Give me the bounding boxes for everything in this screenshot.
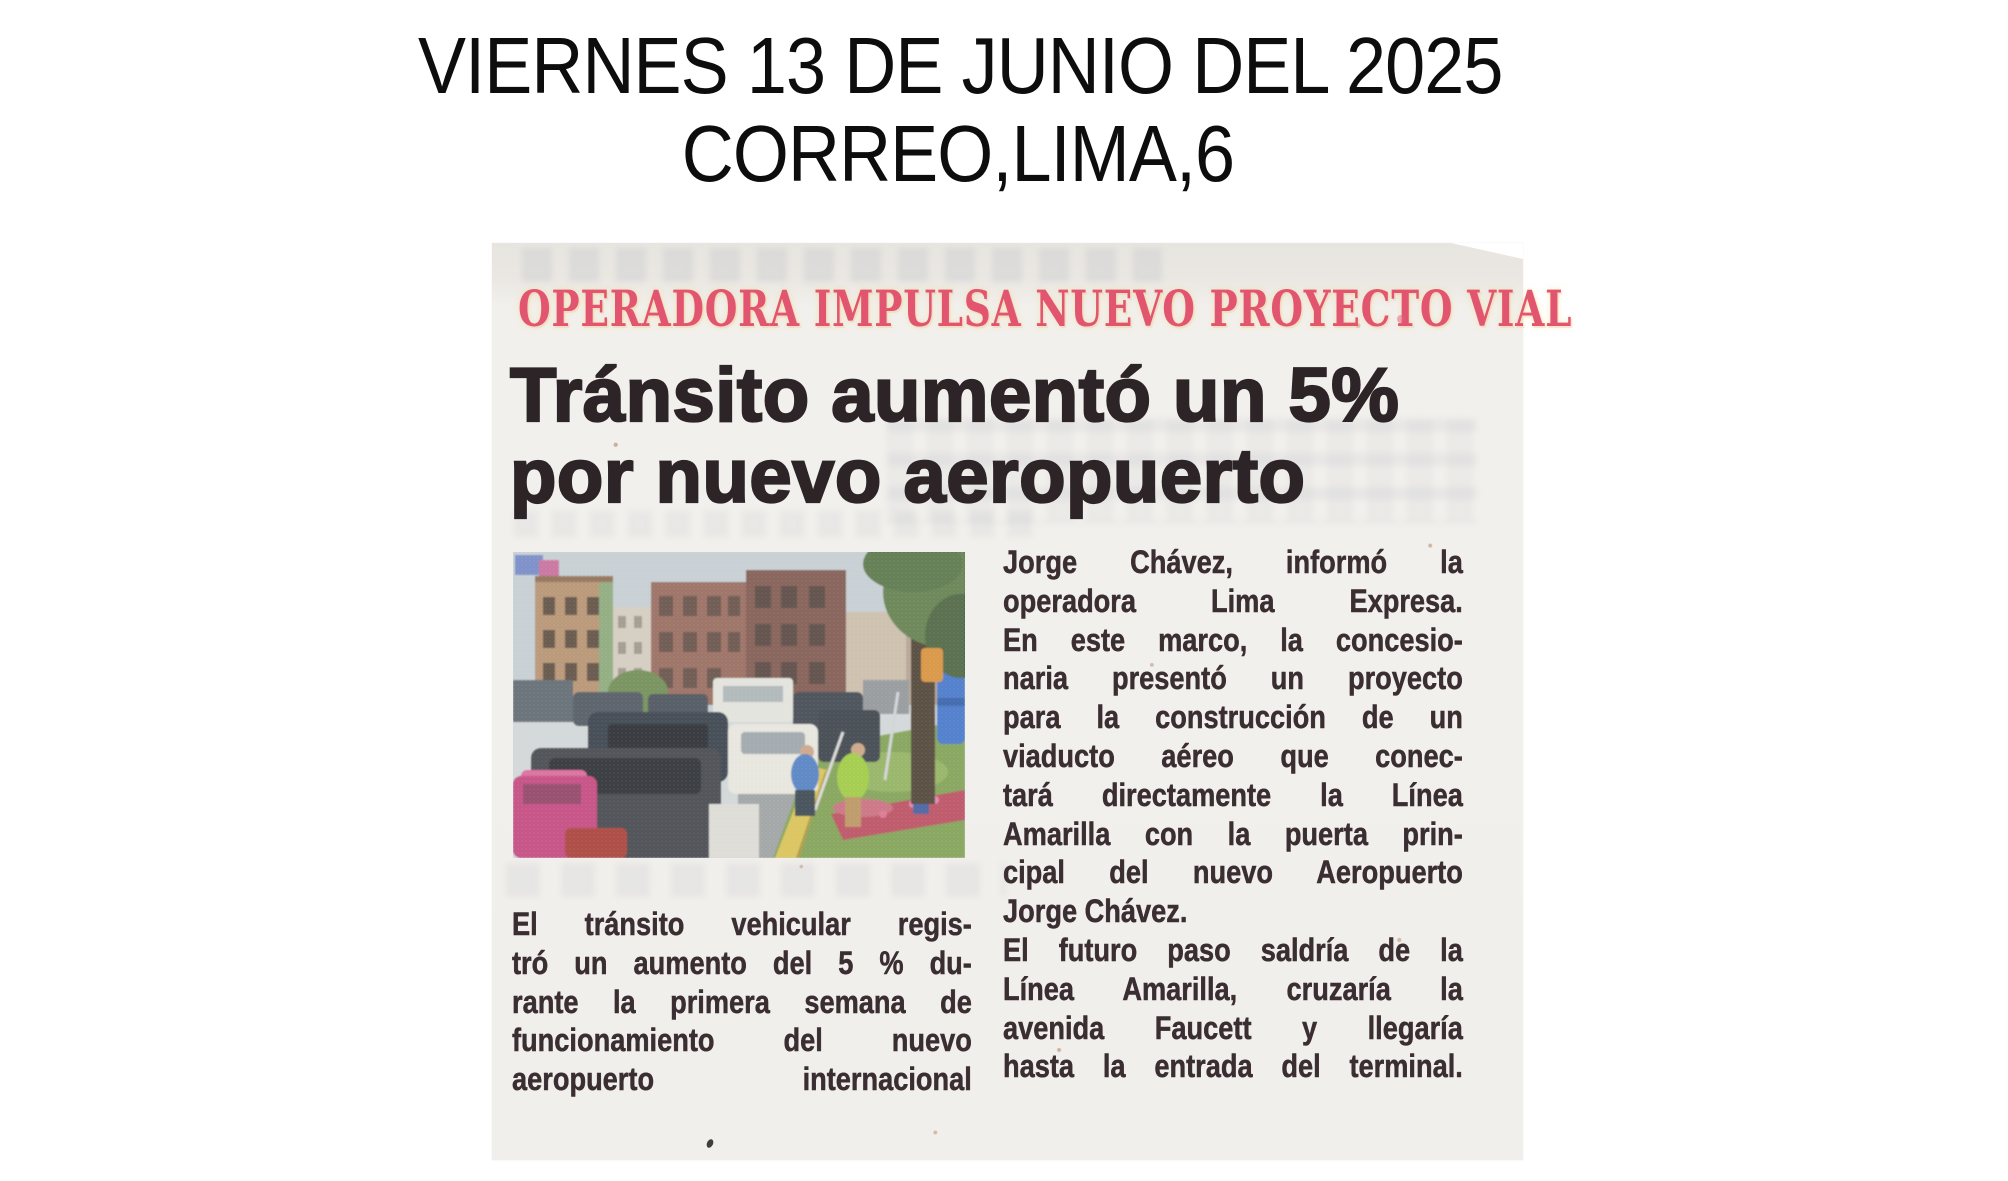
body-text-line: para la construcción de un	[1003, 699, 1463, 736]
body-text-line: operadora Lima Expresa.	[1003, 582, 1463, 619]
body-text-line: funcionamiento del nuevo	[512, 1022, 972, 1059]
scan-date-line: VIERNES 13 DE JUNIO DEL 2025	[418, 21, 1503, 110]
body-text-line: Amarilla con la puerta prin-	[1003, 815, 1463, 852]
body-text-line: Jorge Chávez.	[1003, 893, 1188, 930]
scan-header: VIERNES 13 DE JUNIO DEL 2025 CORREO,LIMA…	[418, 21, 1503, 198]
body-column-right: Jorge Chávez, informó la operadora Lima E…	[1003, 543, 1463, 1086]
body-text-line: naria presentó un proyecto	[1003, 660, 1463, 697]
article-kicker: OPERADORA IMPULSA NUEVO PROYECTO VIAL	[518, 279, 1573, 338]
body-text-line: rante la primera semana de	[512, 983, 972, 1020]
body-text-line: Jorge Chávez, informó la	[1003, 544, 1463, 580]
body-text-line: El futuro paso saldría de la	[1003, 931, 1463, 968]
ink-speck	[705, 1138, 715, 1149]
body-text-line: aeropuerto internacional	[512, 1061, 972, 1098]
showthrough-ghost-top	[522, 248, 1162, 282]
body-text-line: cipal del nuevo Aeropuerto	[1003, 854, 1463, 891]
body-text-line: hasta la entrada del terminal.	[1003, 1048, 1463, 1085]
body-text-line: tará directamente la Línea	[1003, 776, 1463, 813]
article-photo	[513, 552, 965, 858]
print-fleck	[1397, 315, 1405, 323]
body-text-line: Línea Amarilla, cruzaría la	[1003, 970, 1463, 1007]
newspaper-clipping: OPERADORA IMPULSA NUEVO PROYECTO VIAL Tr…	[492, 243, 1571, 1160]
body-text-line: En este marco, la concesio-	[1003, 621, 1463, 658]
scan-source-line: CORREO,LIMA,6	[681, 109, 1235, 198]
body-column-left: El tránsito vehicular regis-tró un aumen…	[512, 905, 972, 1099]
body-text-line: El tránsito vehicular regis-	[512, 906, 972, 942]
body-text-line: tró un aumento del 5 % du-	[512, 944, 972, 981]
body-text-line: avenida Faucett y llegaría	[1003, 1009, 1463, 1046]
body-text-line: viaducto aéreo que conec-	[1003, 737, 1463, 774]
showthrough-ghost-bottom	[506, 863, 1006, 897]
article-headline: Tránsito aumentó un 5% por nuevo aeropue…	[509, 353, 1400, 519]
headline-line-2: por nuevo aeropuerto	[509, 434, 1306, 519]
headline-line-1: Tránsito aumentó un 5%	[509, 353, 1400, 438]
traffic-photo-illustration	[513, 552, 965, 858]
